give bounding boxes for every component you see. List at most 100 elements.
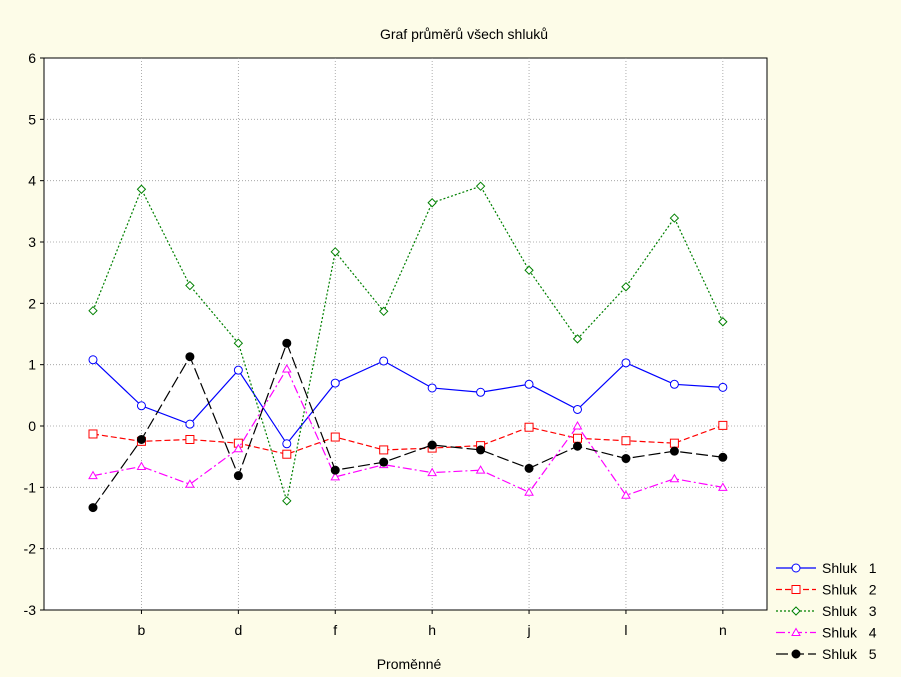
chart-title: Graf průměrů všech shluků [380, 26, 548, 42]
data-point [524, 379, 534, 389]
data-point [185, 280, 195, 291]
y-tick-label: 0 [28, 418, 36, 434]
data-point [669, 438, 679, 448]
data-point [185, 352, 195, 362]
x-tick-label: f [333, 622, 337, 638]
data-point [88, 355, 98, 365]
data-point [572, 334, 583, 344]
x-tick-label: j [526, 622, 530, 638]
x-axis-label: Proměnné [377, 656, 442, 672]
legend-label: Shluk 1 [822, 560, 877, 576]
data-point [88, 503, 98, 513]
legend-label: Shluk 5 [822, 646, 877, 662]
data-point [524, 463, 534, 473]
legend-label: Shluk 3 [822, 603, 877, 619]
data-point [524, 487, 534, 496]
data-point [136, 434, 146, 444]
data-point [233, 365, 243, 375]
legend-label: Shluk 2 [822, 582, 877, 598]
series-line [92, 367, 723, 497]
y-tick-label: 5 [28, 111, 36, 127]
y-tick-label: 1 [28, 357, 36, 373]
data-point [282, 496, 292, 506]
data-point [669, 473, 680, 483]
series-line [92, 341, 723, 508]
data-point [88, 305, 98, 316]
legend-label: Shluk 4 [822, 625, 877, 641]
series-line [92, 424, 724, 455]
data-point [185, 419, 195, 429]
data-point [718, 382, 728, 392]
data-point [791, 627, 801, 636]
data-point [136, 184, 147, 194]
data-point [475, 465, 486, 474]
data-point [573, 404, 582, 414]
data-point [669, 213, 680, 223]
data-point [281, 363, 292, 373]
data-point [330, 432, 340, 442]
y-tick-label: 6 [28, 50, 36, 66]
data-point [524, 265, 534, 275]
x-tick-label: h [428, 622, 436, 638]
y-tick-label: -2 [24, 541, 37, 557]
y-tick-label: 2 [28, 295, 36, 311]
x-tick-label: l [624, 622, 627, 638]
data-point [621, 454, 631, 464]
data-point [669, 446, 679, 456]
y-tick-label: 3 [28, 234, 36, 250]
data-point [621, 436, 631, 446]
data-point [524, 422, 534, 432]
data-point [573, 441, 582, 451]
data-point [427, 440, 437, 450]
data-point [378, 306, 389, 317]
series-group [88, 181, 728, 506]
data-point [379, 445, 389, 455]
series-group [88, 363, 728, 499]
data-point [379, 356, 389, 366]
data-point [718, 420, 728, 430]
data-point [791, 606, 801, 616]
x-tick-label: n [719, 622, 727, 638]
data-point [572, 420, 583, 430]
data-point [427, 198, 437, 208]
data-point [88, 429, 98, 439]
data-point [379, 457, 389, 467]
plot-area [43, 57, 768, 611]
y-tick-label: -3 [24, 602, 37, 618]
axes: -3 -2 -1 0 1 2 3 4 5 6 b d f h j l n [24, 50, 727, 638]
data-point [669, 379, 679, 389]
y-tick-label: -1 [24, 479, 37, 495]
data-point [136, 401, 146, 411]
data-point [476, 387, 486, 397]
data-point [233, 471, 243, 481]
data-point [718, 317, 728, 327]
data-point [136, 461, 147, 470]
data-point [621, 282, 631, 292]
data-point [282, 439, 292, 449]
series-group [88, 338, 728, 513]
data-point [330, 378, 340, 388]
data-point [330, 465, 340, 475]
data-point [791, 649, 801, 659]
data-point [791, 563, 801, 573]
data-point [282, 449, 292, 459]
data-point [475, 181, 486, 191]
x-tick-label: d [234, 622, 242, 638]
data-point [427, 467, 438, 477]
series-group [88, 355, 728, 449]
data-point [282, 338, 292, 348]
series-line [92, 359, 723, 445]
legend: Shluk 1 Shluk 2 Shluk 3 Shluk 4 Shluk 5 [776, 560, 877, 662]
series-line [92, 185, 724, 502]
data-point [233, 443, 244, 453]
data-point [330, 471, 341, 481]
series-layer [88, 181, 728, 513]
data-point [718, 452, 728, 462]
grid-lines [44, 58, 767, 610]
data-point [185, 434, 195, 444]
data-point [573, 433, 582, 443]
x-tick-label: b [138, 622, 146, 638]
data-point [330, 247, 340, 257]
data-point [233, 338, 244, 348]
